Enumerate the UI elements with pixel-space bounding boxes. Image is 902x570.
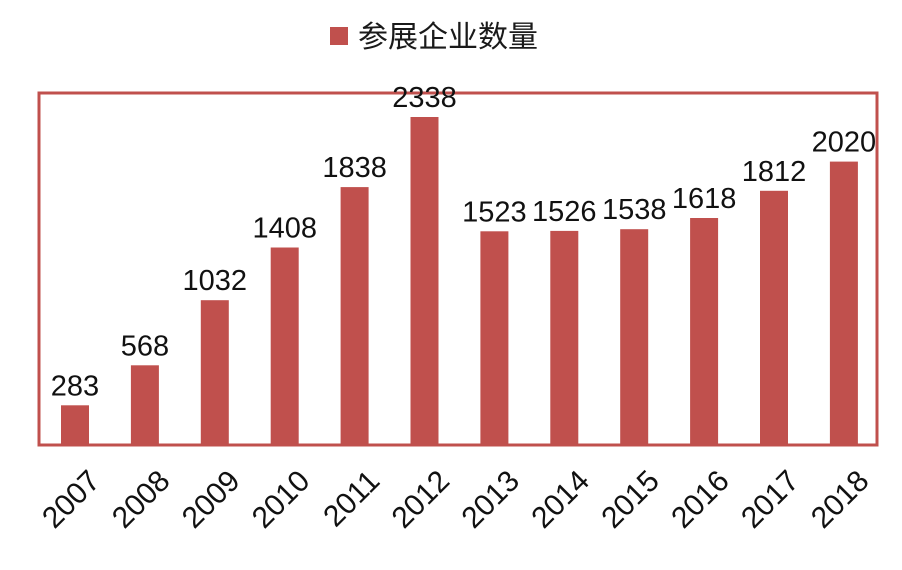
data-label-2018: 2020 — [812, 127, 877, 159]
bar-2013 — [480, 231, 509, 445]
x-tick-label-2009: 2009 — [176, 464, 247, 535]
x-tick-label-2013: 2013 — [456, 464, 527, 535]
x-tick-label-2012: 2012 — [386, 464, 457, 535]
x-tick-label-2015: 2015 — [595, 464, 666, 535]
x-tick-label-2008: 2008 — [106, 464, 177, 535]
bar-2015 — [620, 229, 649, 445]
data-label-2017: 1812 — [742, 156, 807, 188]
data-label-2014: 1526 — [532, 196, 597, 228]
x-tick-label-2011: 2011 — [317, 464, 386, 533]
data-label-2012: 2338 — [392, 82, 457, 114]
bar-2016 — [690, 218, 719, 445]
bar-2012 — [410, 117, 439, 445]
bar-2008 — [130, 365, 159, 445]
x-tick-label-2016: 2016 — [665, 464, 736, 535]
data-label-2009: 1032 — [183, 265, 248, 297]
data-label-2008: 568 — [121, 330, 169, 362]
data-label-2015: 1538 — [602, 194, 667, 226]
bar-2014 — [550, 230, 579, 445]
x-tick-label-2018: 2018 — [805, 464, 876, 535]
bar-2010 — [270, 247, 299, 445]
bar-2007 — [61, 405, 89, 445]
legend: 参展企业数量 — [330, 20, 538, 55]
x-tick-label-2017: 2017 — [735, 464, 806, 535]
bar-2009 — [200, 300, 229, 445]
bar-2018 — [829, 161, 858, 445]
data-label-2016: 1618 — [672, 183, 737, 215]
bar-2017 — [760, 190, 788, 445]
x-tick-label-2007: 2007 — [36, 464, 107, 535]
bar-2011 — [340, 187, 369, 445]
data-label-2013: 1523 — [462, 196, 527, 228]
x-tick-label-2010: 2010 — [246, 464, 317, 535]
bars — [61, 117, 858, 445]
data-label-2011: 1838 — [322, 152, 387, 184]
x-axis-tick-labels: 2007 2008 2009 2010 2011 2012 2013 2014 2015 2016… — [36, 464, 875, 535]
data-label-2007: 283 — [51, 370, 99, 402]
legend-label: 参展企业数量 — [358, 20, 538, 55]
plot-area-frame — [37, 91, 879, 447]
x-tick-label-2014: 2014 — [525, 464, 596, 535]
legend-swatch — [330, 27, 348, 45]
data-label-2010: 1408 — [252, 213, 317, 245]
